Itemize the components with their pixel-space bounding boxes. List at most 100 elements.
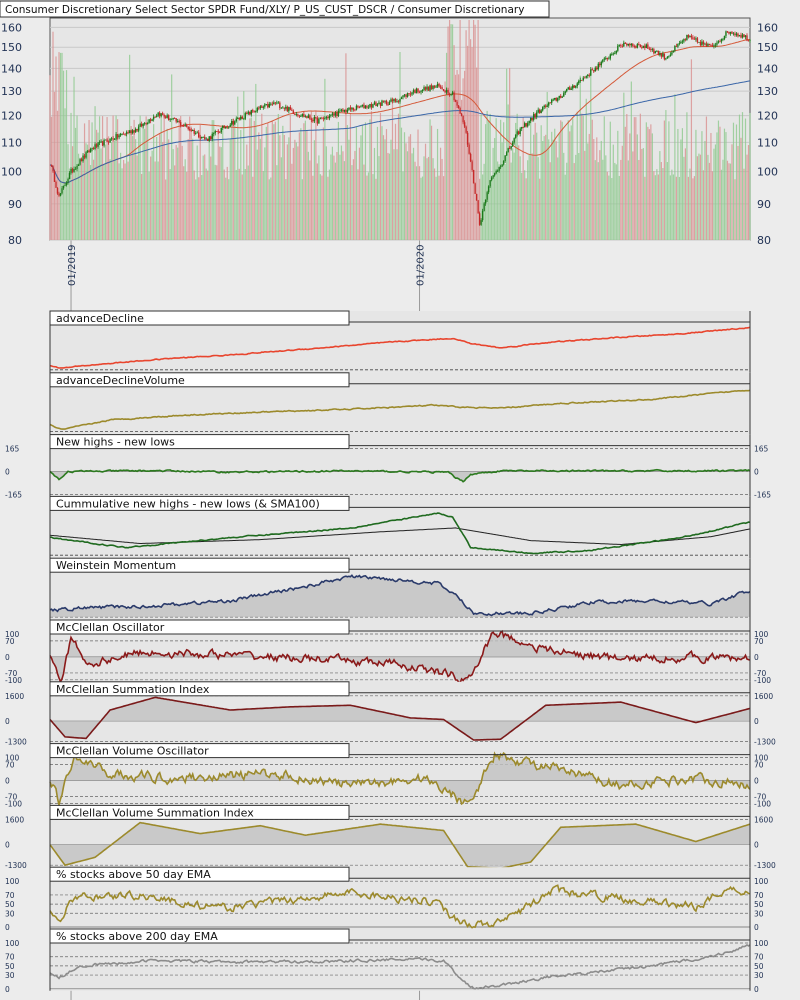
candle-body [412, 90, 415, 93]
volume-bar [624, 126, 626, 240]
candle-body [376, 104, 379, 107]
volume-bar [192, 138, 194, 240]
candle-body [244, 113, 246, 119]
candle-body [176, 121, 179, 123]
volume-bar [151, 150, 153, 240]
volume-bar [708, 162, 711, 240]
candle-body [382, 100, 385, 102]
candle-body [214, 131, 216, 134]
candle-body [122, 133, 125, 135]
candle-body [379, 102, 382, 106]
volume-bar [740, 137, 742, 240]
volume-bar [67, 144, 69, 240]
candle-body [310, 118, 313, 120]
volume-bar [722, 159, 724, 240]
volume-bar [268, 179, 270, 240]
candle-body [146, 122, 149, 125]
candle-body [581, 80, 583, 81]
volume-bar [322, 127, 324, 240]
candle-body [433, 85, 436, 88]
volume-bar [235, 169, 237, 240]
candle-body [623, 42, 625, 47]
candle-body [241, 116, 243, 119]
candle-body [647, 44, 649, 49]
candle-body [252, 110, 254, 112]
volume-bar [199, 124, 201, 240]
volume-bar [438, 175, 440, 240]
candle-body [258, 107, 260, 109]
volume-bar [470, 39, 472, 241]
volume-bar [563, 152, 565, 240]
volume-bar [270, 177, 272, 240]
volume-bar [460, 99, 463, 240]
candle-body [493, 173, 496, 176]
panel-ytick-right: 0 [754, 468, 759, 477]
candle-body [582, 77, 584, 81]
price-ytick-left: 160 [1, 21, 22, 34]
volume-bar [476, 67, 478, 240]
candle-body [327, 116, 329, 119]
panel-series-fill [50, 631, 750, 683]
volume-bar [213, 120, 215, 240]
panel-ytick-left: 50 [5, 900, 15, 909]
panel-ytick-right: 70 [754, 637, 764, 646]
candle-body [654, 51, 657, 54]
volume-bar [427, 156, 430, 240]
volume-bar [609, 121, 611, 240]
volume-bar [504, 164, 506, 240]
volume-bar [418, 166, 421, 240]
price-panel: 160 160 150 150 140 140 130 130 120 120 110 110 100 1… [0, 0, 778, 286]
candle-body [460, 113, 463, 116]
candle-body [687, 34, 690, 38]
candle-body [665, 58, 667, 60]
panel-series-fill [50, 822, 750, 869]
volume-bar [500, 119, 502, 240]
candle-body [495, 171, 497, 174]
candle-body [238, 118, 240, 120]
volume-bar [225, 177, 227, 240]
candle-body [510, 146, 512, 149]
candle-body [557, 98, 559, 101]
candle-body [511, 142, 514, 147]
volume-bar [573, 163, 575, 240]
candle-body [169, 119, 171, 121]
volume-bar [276, 165, 278, 240]
volume-bar [328, 169, 330, 240]
price-xtick-label: 01/2019 [67, 244, 78, 286]
candle-body [208, 136, 210, 141]
volume-bar [168, 139, 170, 240]
volume-bar [611, 178, 613, 240]
candle-body [735, 33, 738, 36]
volume-bar [600, 140, 602, 240]
volume-bar [488, 120, 490, 240]
volume-bar [463, 70, 466, 240]
panel-title-box [49, 743, 350, 759]
candle-body [675, 46, 678, 47]
volume-bar [603, 116, 605, 240]
panel-title-box [49, 434, 350, 450]
volume-bar [295, 142, 297, 240]
candle-body [173, 118, 176, 119]
candle-body [148, 119, 150, 123]
candle-body [388, 101, 391, 105]
panel-ytick-right: 0 [754, 653, 759, 662]
volume-bar [635, 117, 637, 240]
candle-body [659, 53, 661, 56]
candle-body [656, 50, 658, 52]
volume-bar [528, 154, 530, 240]
volume-bar [172, 149, 174, 240]
volume-bar [74, 127, 77, 240]
candle-body [463, 122, 466, 127]
candle-body [134, 128, 137, 133]
volume-bar [650, 124, 652, 240]
volume-bar [298, 132, 300, 240]
volume-bar [630, 81, 632, 240]
candle-body [746, 35, 748, 41]
candle-body [82, 155, 84, 162]
candle-body [660, 53, 663, 57]
volume-bar [262, 170, 264, 240]
volume-bar [113, 140, 116, 240]
volume-bar [297, 146, 299, 240]
candle-body [674, 46, 676, 51]
candle-body [70, 168, 72, 174]
